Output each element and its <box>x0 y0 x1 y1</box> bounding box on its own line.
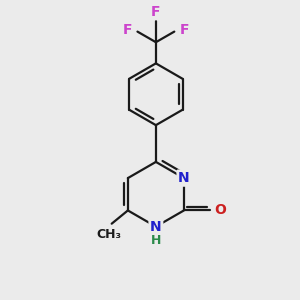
Text: N: N <box>150 220 162 234</box>
Text: N: N <box>178 171 190 185</box>
Text: H: H <box>151 234 161 247</box>
Text: O: O <box>215 203 226 218</box>
Text: F: F <box>151 4 160 19</box>
Text: CH₃: CH₃ <box>96 228 121 242</box>
Text: F: F <box>180 23 189 37</box>
Text: F: F <box>122 23 132 37</box>
